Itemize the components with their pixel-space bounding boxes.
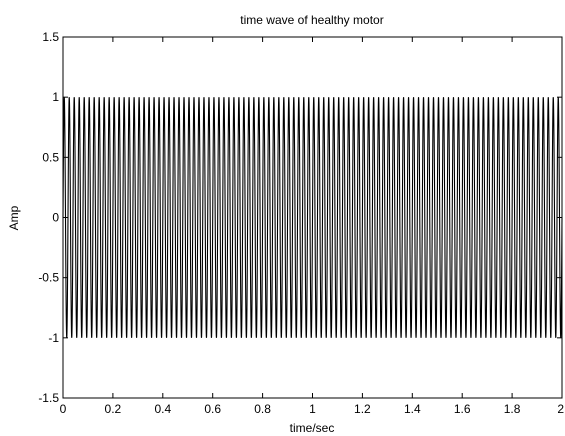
y-axis: -1.5 -1 -0.5 0 0.5 1 1.5 <box>38 30 562 405</box>
y-tick-label: -1 <box>48 331 59 345</box>
x-tick-label: 0.4 <box>154 402 171 416</box>
x-tick-label: 0 <box>60 402 67 416</box>
x-tick-label: 2 <box>557 402 564 416</box>
plot-area: -1.5 -1 -0.5 0 0.5 1 1.5 0 0.2 0.4 0.6 0.8 1 1.2 1.4 1… <box>38 30 564 416</box>
series-layer <box>62 97 563 338</box>
plot-border <box>62 36 563 399</box>
y-axis-label: Amp <box>7 205 21 230</box>
y-tick-label: -1.5 <box>38 391 59 405</box>
x-tick-label: 1.2 <box>354 402 371 416</box>
x-tick-label: 0.2 <box>105 402 122 416</box>
x-tick-label: 0.6 <box>204 402 221 416</box>
x-tick-label: 1 <box>309 402 316 416</box>
series-line-0 <box>62 97 563 338</box>
x-tick-label: 1.8 <box>504 402 521 416</box>
x-tick-label: 1.4 <box>404 402 421 416</box>
x-tick-label: 1.6 <box>454 402 471 416</box>
x-tick-label: 0.8 <box>254 402 271 416</box>
chart-title: time wave of healthy motor <box>240 13 383 27</box>
x-axis: 0 0.2 0.4 0.6 0.8 1 1.2 1.4 1.6 1.8 2 <box>60 37 564 416</box>
x-axis-label: time/sec <box>290 421 335 435</box>
y-tick-label: 0.5 <box>42 150 59 164</box>
y-tick-label: 1 <box>52 90 59 104</box>
y-tick-label: -0.5 <box>38 271 59 285</box>
y-tick-label: 1.5 <box>42 30 59 44</box>
y-tick-label: 0 <box>52 211 59 225</box>
